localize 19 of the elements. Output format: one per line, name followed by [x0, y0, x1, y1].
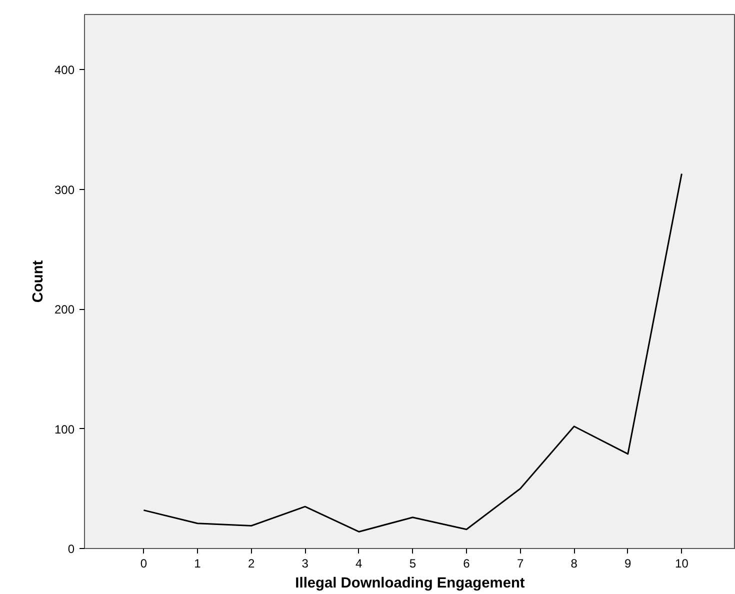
y-axis-title: Count: [30, 260, 46, 303]
line-series: [142, 172, 682, 532]
x-axis-title: Illegal Downloading Engagement: [295, 576, 525, 592]
y-tick-label: 200: [54, 302, 75, 317]
x-tick-label: 1: [194, 556, 202, 570]
y-tick-label: 0: [68, 542, 75, 556]
x-tick-label: 7: [516, 556, 524, 570]
x-tick-label: 8: [570, 556, 578, 570]
x-tick-label: 2: [248, 556, 255, 570]
x-tick-label: 3: [302, 556, 309, 570]
x-tick-label: 6: [463, 556, 470, 570]
y-tick-label: 300: [54, 182, 75, 197]
x-tick-label: 9: [624, 556, 632, 570]
x-tick-label: 5: [409, 556, 416, 570]
x-tick-label: 4: [356, 556, 363, 570]
x-tick-label: 0: [140, 556, 148, 570]
y-tick-label: 400: [54, 63, 75, 78]
y-tick-label: 100: [54, 422, 75, 436]
x-tick-label: 10: [675, 556, 689, 570]
